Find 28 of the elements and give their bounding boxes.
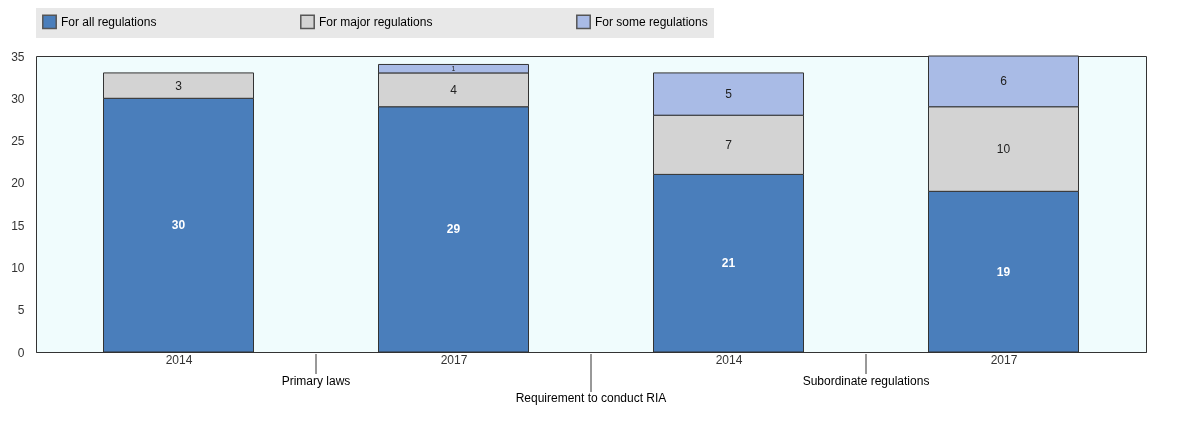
y-tick-label: 25 bbox=[11, 134, 25, 149]
x-tick-label: 2017 bbox=[990, 352, 1018, 367]
text: Primary laws bbox=[281, 374, 351, 388]
legend-label: For all regulations bbox=[61, 14, 157, 29]
data-label: 4 bbox=[450, 82, 458, 97]
data-label: 3 bbox=[175, 78, 183, 93]
y-tick-label: 15 bbox=[11, 218, 25, 233]
y-tick-label: 5 bbox=[17, 303, 25, 318]
data-label: 7 bbox=[725, 137, 733, 152]
y-tick-label: 10 bbox=[11, 260, 25, 275]
y-tick-label: 0 bbox=[17, 345, 25, 360]
data-label: 30 bbox=[171, 218, 186, 233]
data-label: 5 bbox=[725, 87, 733, 102]
legend-label: For major regulations bbox=[319, 14, 433, 29]
x-tick-label: 2017 bbox=[440, 352, 468, 367]
data-label: 19 bbox=[996, 264, 1011, 279]
data-label: 6 bbox=[1000, 74, 1008, 89]
data-label: 10 bbox=[996, 142, 1011, 157]
y-tick-label: 20 bbox=[11, 176, 25, 191]
data-label: 29 bbox=[446, 222, 461, 237]
legend-label: For some regulations bbox=[595, 14, 708, 29]
y-tick-label: 30 bbox=[11, 91, 25, 106]
text: Requirement to conduct RIA bbox=[515, 391, 667, 405]
x-tick-label: 2014 bbox=[715, 352, 743, 367]
text: Subordinate regulations bbox=[802, 374, 930, 388]
x-tick-label: 2014 bbox=[165, 352, 193, 367]
data-label: 21 bbox=[721, 256, 736, 271]
y-tick-label: 35 bbox=[11, 49, 25, 64]
